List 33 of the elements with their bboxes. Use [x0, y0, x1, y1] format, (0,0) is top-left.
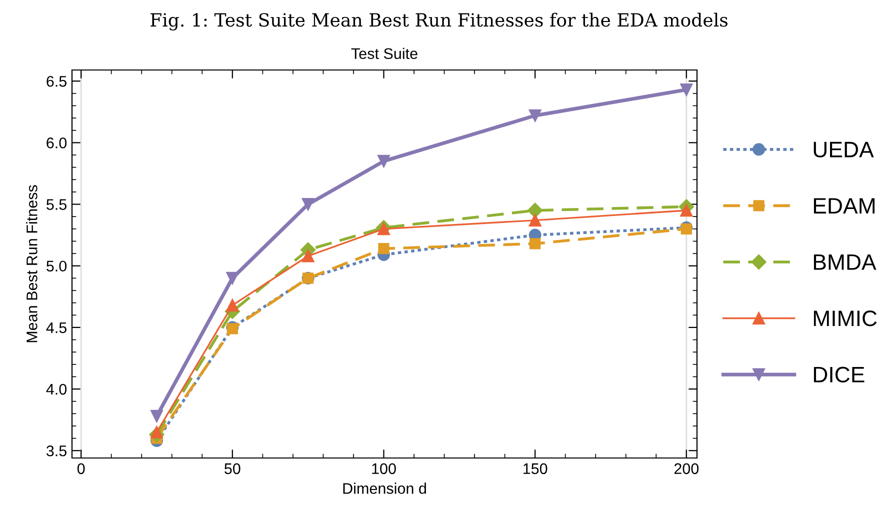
x-tick-label: 200: [674, 463, 699, 474]
x-tick-label: 150: [523, 463, 548, 474]
legend-label: UEDA: [814, 142, 874, 158]
legend-label: EDAM: [814, 198, 875, 214]
point: [528, 109, 542, 122]
y-tick-label: 4.5: [46, 322, 66, 334]
legend-label: BMDA: [814, 254, 876, 270]
x-tick-label: 50: [224, 463, 240, 474]
y-tick-label: 6.0: [46, 138, 67, 148]
point: [302, 198, 314, 211]
point: [150, 410, 163, 422]
point: [528, 214, 542, 227]
point: [680, 204, 693, 217]
legend-label: DICE: [814, 366, 864, 383]
chart-subtitle: Test Suite: [351, 48, 418, 60]
y-tick-label: 6.5: [46, 76, 66, 87]
x-tick-label: 100: [372, 463, 396, 474]
point: [528, 202, 543, 218]
point: [530, 238, 541, 250]
point: [302, 250, 314, 262]
point: [680, 83, 693, 96]
x-tick-label: 0: [77, 463, 85, 474]
y-tick-label: 5.5: [46, 199, 66, 210]
point: [226, 299, 239, 312]
y-axis-title: Mean Best Run Fitness: [26, 185, 38, 342]
chart-title: Fig. 1: Test Suite Mean Best Run Fitnesses for the EDA models: [150, 12, 728, 30]
legend-label: MIMIC: [814, 310, 877, 326]
y-tick-label: 3.5: [46, 445, 66, 456]
point: [377, 154, 390, 168]
point: [378, 243, 390, 254]
x-axis-title: Dimension d: [343, 482, 426, 494]
y-tick-label: 4.0: [46, 384, 67, 395]
y-tick-label: 5.0: [46, 260, 67, 272]
